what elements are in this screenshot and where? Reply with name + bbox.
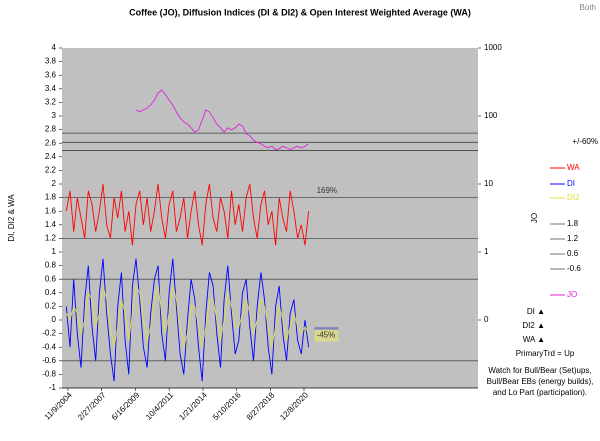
y-tick-label: 3.4: [45, 84, 57, 93]
y-tick-label: -0.4: [42, 342, 56, 351]
note-line: Bull/Bear EBs (energy builds),: [487, 377, 594, 386]
y-tick-label: 1: [52, 247, 57, 256]
series-line: [65, 258, 310, 382]
legend-label: -0.6: [567, 264, 581, 273]
corner-label: Both: [580, 3, 596, 12]
y-tick-label: 1.2: [45, 234, 57, 243]
y-tick-label: 0: [52, 315, 57, 324]
y-tick-label: -0.8: [42, 370, 56, 379]
y-tick-label: 3.2: [45, 98, 57, 107]
x-tick-label: 6/16/2009: [110, 390, 142, 422]
y-tick-label: 0.6: [45, 274, 57, 283]
y-tick-label: 2.6: [45, 138, 57, 147]
y-tick-label: 2.8: [45, 125, 57, 134]
legend-label: JO: [567, 290, 577, 299]
y-tick-label: 1.6: [45, 206, 57, 215]
signal-label: PrimaryTrd = Up: [516, 349, 575, 358]
y-tick-label: -1: [49, 383, 57, 392]
y2-axis-label: JO: [530, 213, 539, 223]
y-tick-label: 2.4: [45, 152, 57, 161]
note-line: and Lo Part (participation).: [493, 388, 587, 397]
y2-tick-label: 100: [484, 111, 498, 120]
y-tick-label: -0.2: [42, 329, 56, 338]
y-tick-label: 1.8: [45, 193, 57, 202]
y2-tick-label: 1: [484, 247, 489, 256]
legend-label: 0.6: [567, 249, 579, 258]
y-tick-label: 4: [52, 43, 57, 52]
note-line: Watch for Bull/Bear (Set)ups,: [488, 366, 591, 375]
y-tick-label: 1.4: [45, 220, 57, 229]
y2-tick-label: 1000: [484, 43, 502, 52]
legend-label: WA: [567, 163, 580, 172]
legend-label: 1.2: [567, 234, 579, 243]
reference-label: +/-60%: [572, 137, 598, 146]
legend-label: DI2: [567, 193, 580, 202]
y-tick-label: 3.8: [45, 57, 57, 66]
x-tick-label: 2/27/2007: [76, 390, 108, 422]
x-tick-label: 12/8/2020: [278, 390, 310, 422]
change-label: 169%: [317, 186, 337, 195]
legend-label: 1.8: [567, 219, 579, 228]
x-tick-label: 8/27/2018: [245, 390, 277, 422]
y-tick-label: 0.8: [45, 261, 57, 270]
y-tick-label: 3: [52, 111, 57, 120]
y-tick-label: 3.6: [45, 70, 57, 79]
signal-label: DI ▲: [527, 307, 545, 316]
chart-title: Coffee (JO), Diffusion Indices (DI & DI2…: [129, 7, 471, 17]
series-line: [65, 183, 310, 246]
x-tick-label: 5/10/2016: [211, 390, 243, 422]
change-label: -45%: [317, 331, 336, 340]
change-label-box: [314, 329, 339, 342]
y-tick-label: 0.4: [45, 288, 57, 297]
series-line: [135, 89, 309, 151]
y-tick-label: 0.2: [45, 302, 57, 311]
y2-tick-label: 10: [484, 179, 493, 188]
y-tick-label: 2.2: [45, 166, 57, 175]
signal-label: WA ▲: [523, 335, 545, 344]
y-tick-label: 2: [52, 179, 57, 188]
y2-tick-label: 0: [484, 315, 489, 324]
signal-label: DI2 ▲: [522, 321, 545, 330]
series-line: [65, 284, 309, 348]
x-tick-label: 10/4/2011: [144, 390, 175, 421]
legend-label: DI: [567, 179, 575, 188]
x-tick-label: 11/9/2004: [43, 390, 74, 421]
y-tick-label: -0.6: [42, 356, 56, 365]
y-axis-label: DI, DI2 & WA: [7, 194, 16, 242]
x-tick-label: 1/21/2014: [177, 390, 209, 422]
